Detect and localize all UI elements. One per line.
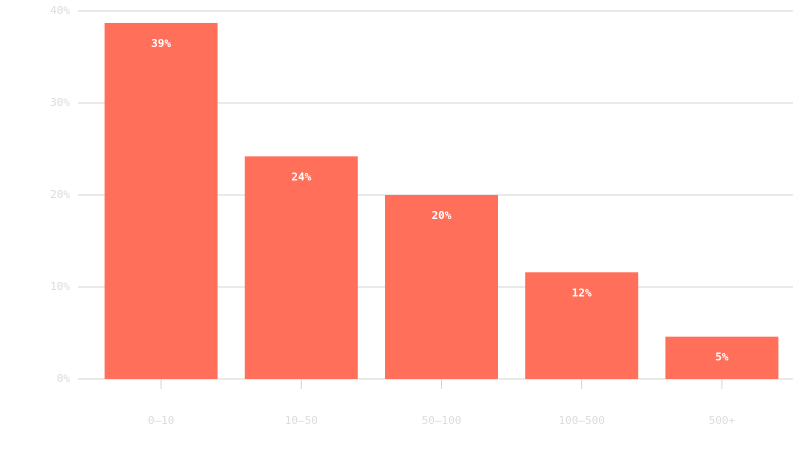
bar xyxy=(525,272,639,379)
x-tick-label: 500+ xyxy=(709,414,736,427)
y-tick-label: 10% xyxy=(50,280,70,293)
bar xyxy=(104,22,218,380)
y-tick-label: 20% xyxy=(50,188,70,201)
bar xyxy=(385,195,498,379)
y-tick-label: 0% xyxy=(57,372,71,385)
bar xyxy=(665,336,779,379)
y-tick-label: 30% xyxy=(50,96,70,109)
bar-value-label: 12% xyxy=(572,286,592,299)
x-tick-label: 10–50 xyxy=(285,414,318,427)
bar-value-label: 20% xyxy=(432,209,452,222)
bar-value-label: 39% xyxy=(151,37,171,50)
x-tick-label: 50–100 xyxy=(422,414,462,427)
x-tick-label: 100–500 xyxy=(559,414,605,427)
bar-value-label: 24% xyxy=(291,170,311,183)
y-tick-label: 40% xyxy=(50,4,70,17)
x-tick-label: 0–10 xyxy=(148,414,175,427)
bar xyxy=(244,156,358,379)
bar-value-label: 5% xyxy=(715,351,729,364)
